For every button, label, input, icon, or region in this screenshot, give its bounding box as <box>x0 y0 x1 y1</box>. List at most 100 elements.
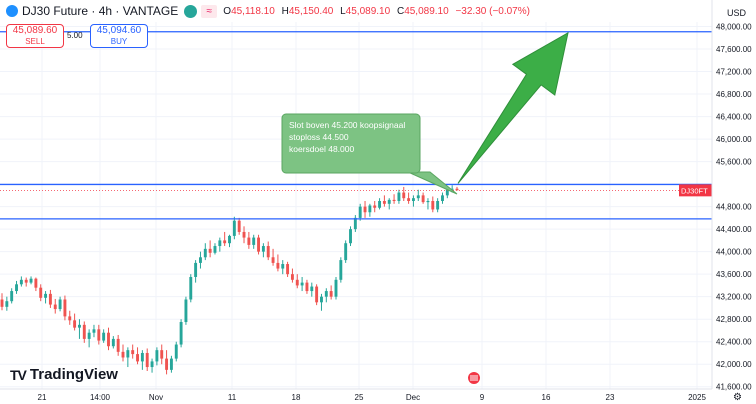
candle-body <box>276 262 280 269</box>
candle-body <box>97 329 101 341</box>
candle-body <box>58 299 62 310</box>
time-tick-label: 2025 <box>688 393 706 402</box>
price-tick-label: 44,800.00 <box>716 203 752 212</box>
candle-body <box>228 235 231 244</box>
candle-body <box>387 199 391 204</box>
candle-body <box>363 206 367 213</box>
candle-body <box>392 199 396 201</box>
buy-button[interactable]: 45,094.60 BUY <box>90 24 148 48</box>
low-value: 45,089.10 <box>345 5 391 17</box>
candle-body <box>184 299 188 323</box>
target-arrow[interactable] <box>457 31 569 184</box>
candle-body <box>208 248 212 253</box>
sell-button[interactable]: 45,089.60 SELL <box>6 24 64 48</box>
candle-body <box>44 293 48 298</box>
candle-body <box>281 264 285 269</box>
tradingview-logo: TV TradingView <box>10 366 118 383</box>
spread-value: 5.00 <box>67 31 83 40</box>
candle-body <box>344 243 348 261</box>
candle-body <box>416 195 420 199</box>
candle-body <box>140 352 144 362</box>
candle-body <box>295 279 299 286</box>
candle-body <box>373 205 377 208</box>
time-tick-label: Nov <box>149 393 163 402</box>
price-tick-label: 47,200.00 <box>716 68 752 77</box>
candle-body <box>353 217 357 230</box>
price-tick-label: 46,400.00 <box>716 113 752 122</box>
price-tick-label: 41,600.00 <box>716 383 752 392</box>
candle-body <box>136 354 139 362</box>
price-tick-label: 42,800.00 <box>716 315 752 324</box>
annotation-line-1: Slot boven 45.200 koopsignaal <box>289 120 405 130</box>
candle-body <box>82 324 86 339</box>
change-value: −32.30 (−0.07%) <box>455 5 530 17</box>
annotation-callout[interactable]: Slot boven 45.200 koopsignaal stoploss 4… <box>281 113 458 195</box>
last-price-symbol-label: DJ30FT <box>681 186 708 195</box>
candle-body <box>320 296 323 303</box>
event-flag-icon[interactable] <box>468 372 480 384</box>
ohlc-values: O45,118.10 H45,150.40 L45,089.10 C45,089… <box>223 5 530 17</box>
candle-body <box>145 352 149 368</box>
candle-body <box>286 264 290 275</box>
time-tick-label: 23 <box>606 393 615 402</box>
annotation-box[interactable] <box>281 113 421 174</box>
candle-body <box>382 200 386 204</box>
candle-body <box>203 248 207 258</box>
market-open-icon[interactable] <box>184 4 198 18</box>
candle-body <box>73 320 77 328</box>
candle-body <box>242 231 246 238</box>
price-tick-label: 42,400.00 <box>716 338 752 347</box>
candle-body <box>116 338 120 352</box>
candle-body <box>169 358 173 370</box>
candle-body <box>111 338 115 347</box>
candle-body <box>402 192 406 199</box>
candle-body <box>194 262 198 277</box>
symbol-title[interactable]: DJ30 Future · 4h · VANTAGE <box>22 4 179 18</box>
candle-body <box>15 284 18 292</box>
candle-body <box>237 220 241 232</box>
time-tick-label: 14:00 <box>90 393 111 402</box>
candle-body <box>339 260 343 280</box>
sell-label: SELL <box>25 37 45 46</box>
candle-body <box>324 291 328 297</box>
price-tick-label: 44,400.00 <box>716 225 752 234</box>
annotation-line-2: stoploss 44.500 <box>289 132 349 142</box>
candle-body <box>63 299 67 317</box>
candle-body <box>155 350 159 362</box>
time-axis[interactable]: 21 14:00 Nov 11 18 25 Dec 9 16 23 2025 <box>0 388 712 402</box>
price-tick-label: 43,200.00 <box>716 293 752 302</box>
candle-body <box>445 189 449 196</box>
candle-body <box>305 282 309 292</box>
candle-body <box>199 257 202 263</box>
time-tick-label: 21 <box>38 393 47 402</box>
candle-body <box>368 205 372 213</box>
candle-body <box>441 195 444 201</box>
high-value: 45,150.40 <box>288 5 334 17</box>
candle-body <box>290 274 294 280</box>
price-tick-label: 47,600.00 <box>716 45 752 54</box>
price-tick-label: 44,000.00 <box>716 248 752 257</box>
wave-icon[interactable]: ≈ <box>201 4 218 18</box>
settings-gear-icon[interactable]: ⚙ <box>733 392 742 403</box>
candle-body <box>19 279 23 285</box>
price-tick-label: 48,000.00 <box>716 23 752 32</box>
close-value: 45,089.10 <box>404 5 449 17</box>
candle-body <box>334 279 338 297</box>
candle-body <box>271 257 275 263</box>
candle-body <box>349 229 352 244</box>
candle-body <box>213 246 217 253</box>
candle-body <box>77 324 81 328</box>
candle-body <box>189 276 193 300</box>
annotation-line-3: koersdoel 48.000 <box>289 144 354 154</box>
arrow-up-icon[interactable] <box>457 31 569 184</box>
candle-body <box>126 350 130 358</box>
candle-body <box>421 195 425 203</box>
candle-body <box>160 350 164 359</box>
currency-label[interactable]: USD <box>726 8 746 18</box>
candles <box>0 185 459 375</box>
price-axis[interactable]: 48,000.00 47,600.00 47,200.00 46,800.00 46,4… <box>711 0 756 404</box>
candle-body <box>261 246 265 252</box>
candle-body <box>431 200 435 210</box>
candle-body <box>407 198 411 201</box>
